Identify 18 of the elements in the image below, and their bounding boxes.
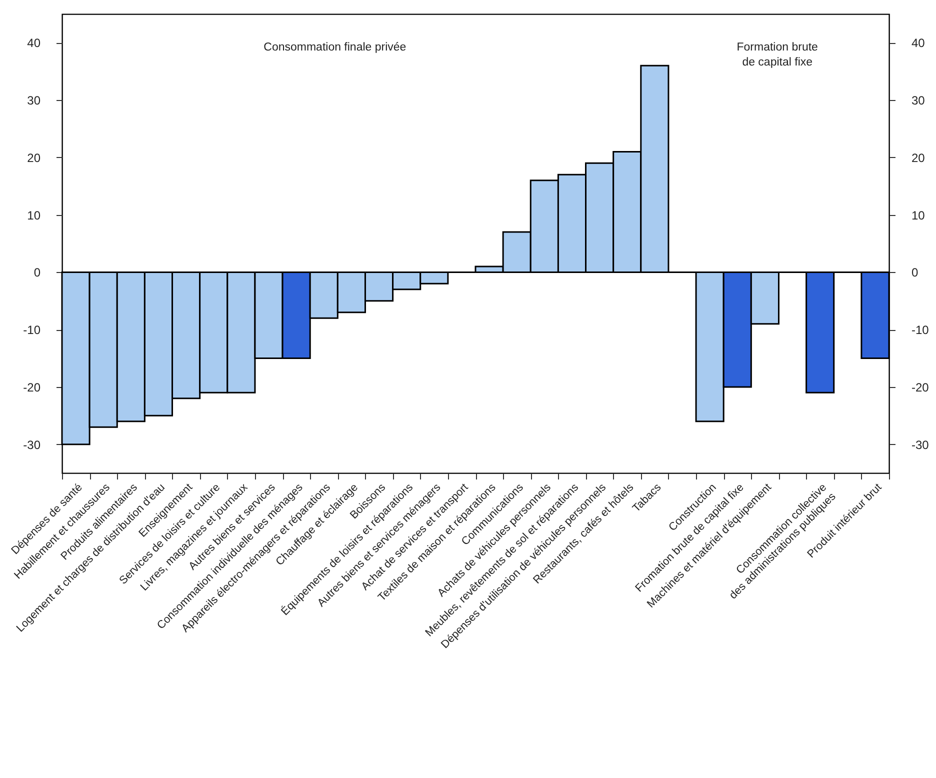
y-tick-label: 10 bbox=[27, 208, 41, 222]
y2-tick-label: 0 bbox=[912, 266, 918, 280]
y2-tick-label: -30 bbox=[912, 438, 930, 452]
y2-tick-label: 40 bbox=[912, 36, 926, 50]
y-tick-label: 20 bbox=[27, 150, 41, 165]
y2-tick-label: 10 bbox=[912, 208, 926, 222]
y2-tick-label: -10 bbox=[912, 323, 930, 338]
y-tick-label: 40 bbox=[27, 36, 41, 50]
y2-tick-label: -20 bbox=[912, 380, 930, 394]
y-tick-label: -10 bbox=[23, 323, 41, 338]
y-tick-label: 0 bbox=[34, 266, 41, 280]
y-tick-label: -20 bbox=[23, 380, 41, 394]
annotation: Consommation finale privée bbox=[264, 42, 406, 54]
annotation: Formation brute de capital fixe bbox=[736, 42, 818, 69]
y2-tick-label: 20 bbox=[912, 150, 926, 165]
y-tick-label: 30 bbox=[27, 94, 41, 108]
y2-tick-label: 30 bbox=[912, 94, 926, 108]
y-tick-label: -30 bbox=[23, 438, 41, 452]
